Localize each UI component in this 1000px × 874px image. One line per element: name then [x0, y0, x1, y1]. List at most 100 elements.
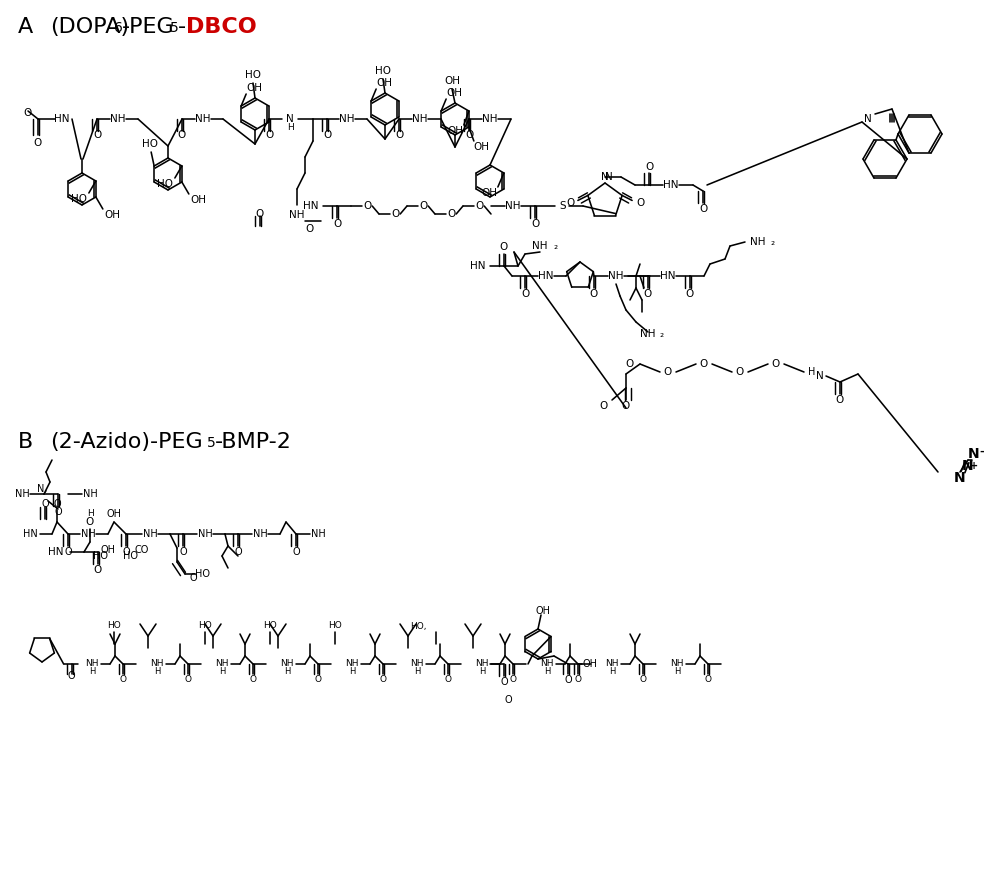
Text: O: O: [500, 677, 508, 687]
Text: H: H: [89, 668, 95, 676]
Text: +: +: [970, 461, 978, 471]
Text: H: H: [349, 668, 355, 676]
Text: HO: HO: [107, 621, 121, 630]
Text: O: O: [234, 547, 242, 557]
Text: N: N: [605, 172, 613, 182]
Text: O: O: [700, 359, 708, 369]
Text: O: O: [120, 676, 126, 684]
Text: NH: NH: [289, 210, 305, 220]
Text: H: H: [219, 668, 225, 676]
Text: -: -: [980, 447, 984, 457]
Text: NH: NH: [532, 241, 548, 251]
Text: O: O: [24, 108, 32, 118]
Text: O: O: [250, 676, 256, 684]
Text: N: N: [816, 371, 824, 381]
Text: O: O: [444, 676, 452, 684]
Text: ₂: ₂: [771, 237, 775, 247]
Text: O: O: [772, 359, 780, 369]
Text: HN: HN: [304, 201, 319, 211]
Text: OH: OH: [474, 142, 490, 152]
Text: HO: HO: [157, 179, 173, 189]
Text: NH: NH: [253, 529, 267, 539]
Text: O: O: [256, 209, 264, 219]
Text: -BMP-2: -BMP-2: [215, 432, 292, 452]
Text: OH: OH: [444, 76, 460, 86]
Text: H: H: [544, 668, 550, 676]
Text: O: O: [699, 204, 707, 214]
Text: O: O: [564, 675, 572, 685]
Text: HO: HO: [328, 621, 342, 630]
Text: 5: 5: [207, 436, 216, 450]
Text: O: O: [53, 499, 61, 509]
Text: ₂: ₂: [554, 241, 558, 251]
Text: OH: OH: [536, 606, 550, 616]
Text: O: O: [314, 676, 322, 684]
Text: NH: NH: [640, 329, 656, 339]
Text: O: O: [41, 499, 49, 509]
Text: O: O: [64, 547, 72, 557]
Text: O: O: [447, 209, 455, 219]
Text: HO: HO: [71, 194, 87, 204]
Text: NH: NH: [412, 114, 428, 124]
Text: O: O: [292, 547, 300, 557]
Text: O: O: [86, 517, 94, 527]
Text: O: O: [465, 130, 473, 140]
Text: OH: OH: [482, 188, 498, 198]
Text: OH: OH: [105, 210, 121, 220]
Text: O: O: [122, 547, 130, 557]
Text: OH: OH: [448, 126, 464, 136]
Text: NH: NH: [345, 660, 359, 669]
Text: H: H: [674, 668, 680, 676]
Text: HO: HO: [263, 621, 277, 630]
Text: HN: HN: [48, 547, 64, 557]
Text: OH: OH: [582, 659, 598, 669]
Text: O: O: [265, 130, 273, 140]
Text: 6: 6: [114, 21, 123, 35]
Text: -: -: [178, 17, 186, 37]
Text: NH: NH: [150, 660, 164, 669]
Text: OH: OH: [100, 545, 116, 555]
Text: OH: OH: [106, 509, 122, 519]
Text: NH: NH: [475, 660, 489, 669]
Text: N: N: [601, 172, 609, 182]
Text: H: H: [609, 668, 615, 676]
Text: NH: NH: [15, 489, 29, 499]
Text: HN: HN: [470, 261, 486, 271]
Text: NH: NH: [143, 529, 157, 539]
Text: NH: NH: [81, 529, 95, 539]
Text: H: H: [154, 668, 160, 676]
Text: HO: HO: [198, 621, 212, 630]
Text: HO: HO: [142, 139, 158, 149]
Text: O: O: [640, 676, 646, 684]
Text: (2-Azido)-PEG: (2-Azido)-PEG: [50, 432, 203, 452]
Text: O: O: [521, 289, 529, 299]
Text: N: N: [864, 114, 872, 124]
Text: NH: NH: [482, 114, 498, 124]
Text: O: O: [704, 676, 712, 684]
Text: O: O: [333, 219, 341, 229]
Text: NH: NH: [110, 114, 126, 124]
Text: N: N: [968, 447, 980, 461]
Text: HO: HO: [92, 551, 108, 561]
Text: O: O: [504, 695, 512, 705]
Text: HN: HN: [663, 180, 679, 190]
Text: O: O: [645, 162, 653, 172]
Text: O: O: [567, 198, 575, 208]
Text: O: O: [836, 395, 844, 405]
Text: O: O: [600, 401, 608, 411]
Text: N: N: [962, 459, 974, 473]
Text: O: O: [68, 671, 75, 681]
Text: O: O: [363, 201, 371, 211]
Text: O: O: [590, 289, 598, 299]
Text: O: O: [419, 201, 427, 211]
Text: NH: NH: [280, 660, 294, 669]
Text: HO: HO: [245, 70, 261, 80]
Text: O: O: [189, 573, 197, 583]
Text: H: H: [287, 123, 293, 133]
Text: H: H: [284, 668, 290, 676]
Text: HN: HN: [23, 529, 37, 539]
Text: NH: NH: [85, 660, 99, 669]
Text: HO,: HO,: [410, 621, 426, 630]
Text: H: H: [414, 668, 420, 676]
Text: HO: HO: [122, 551, 138, 561]
